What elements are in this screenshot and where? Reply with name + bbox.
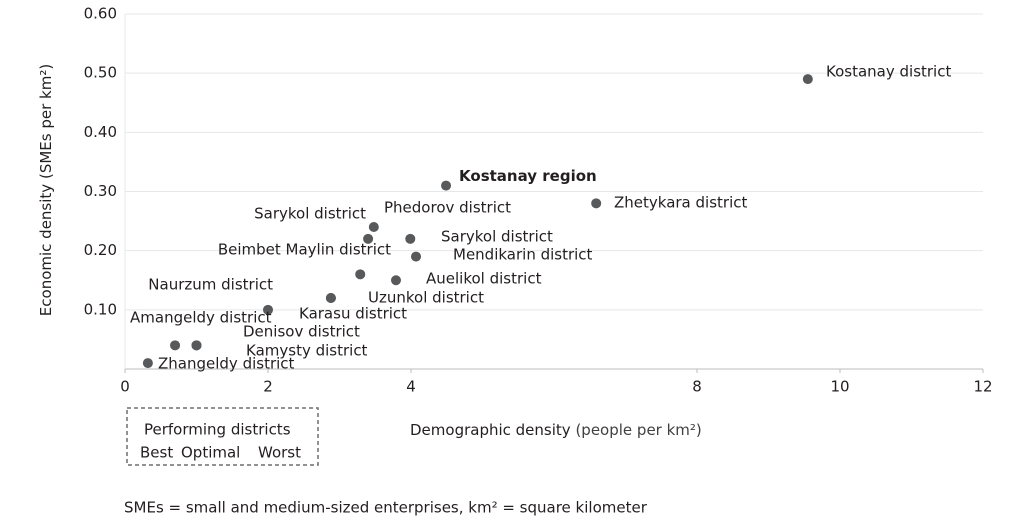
point-label: Amangeldy district <box>130 309 272 327</box>
point <box>170 340 181 351</box>
point-label: Denisov district <box>243 323 360 341</box>
x-tick-label: 4 <box>406 378 416 396</box>
point <box>191 340 202 351</box>
point-label: Naurzum district <box>148 276 273 294</box>
point-label: Karasu district <box>299 305 407 323</box>
y-tick-label: 0.10 <box>84 300 117 318</box>
point-label: Mendikarin district <box>453 246 593 264</box>
point <box>363 233 374 244</box>
legend-box <box>126 407 319 466</box>
y-axis-label-unit: (SMEs per km²) <box>37 64 55 179</box>
legend-entry: Best <box>140 444 173 462</box>
point-label: Uzunkol district <box>368 289 484 307</box>
legend-entry: Optimal <box>181 444 240 462</box>
x-tick-label: 12 <box>973 378 992 396</box>
point <box>591 198 602 209</box>
x-axis-label: Demographic density (people per km²) <box>410 421 702 439</box>
x-axis-label-unit: (people per km²) <box>575 421 701 439</box>
x-tick-label: 0 <box>120 378 130 396</box>
y-tick-label: 0.50 <box>84 64 117 82</box>
point-label: Kamysty district <box>246 342 368 360</box>
point-label: Beimbet Maylin district <box>218 241 391 259</box>
y-tick-label: 0.20 <box>84 241 117 259</box>
x-axis-label-main: Demographic density <box>410 421 571 439</box>
point-label: Sarykol district <box>441 228 553 246</box>
point <box>355 269 366 280</box>
point <box>405 233 416 244</box>
point <box>263 304 273 315</box>
x-tick-label: 8 <box>692 378 702 396</box>
y-tick-label: 0.60 <box>84 5 117 23</box>
point-label: Phedorov district <box>384 199 511 217</box>
highlight-point <box>441 180 452 191</box>
x-tick-label: 10 <box>830 378 849 396</box>
y-axis-label-main: Economic density <box>37 184 55 317</box>
point-label: Zhetykara district <box>614 194 747 212</box>
point <box>368 222 379 232</box>
legend-title: Performing districts <box>144 421 291 439</box>
point-label: Kostanay district <box>826 63 951 81</box>
point <box>390 275 401 286</box>
footnote: SMEs = small and medium-sized enterprise… <box>124 499 648 517</box>
point <box>411 251 422 262</box>
legend-entry: Worst <box>258 444 301 462</box>
point <box>325 293 336 303</box>
y-axis-label: Economic density (SMEs per km²) <box>37 64 55 316</box>
y-tick-label: 0.40 <box>84 123 117 141</box>
x-tick-label: 2 <box>263 378 273 396</box>
point-label: Auelikol district <box>426 270 542 288</box>
point <box>802 74 813 85</box>
point <box>142 358 153 369</box>
point-label: Zhangeldy district <box>158 355 295 373</box>
highlight-label: Kostanay region <box>459 167 597 185</box>
y-tick-label: 0.30 <box>84 182 117 200</box>
point-label: Sarykol district <box>254 205 366 223</box>
